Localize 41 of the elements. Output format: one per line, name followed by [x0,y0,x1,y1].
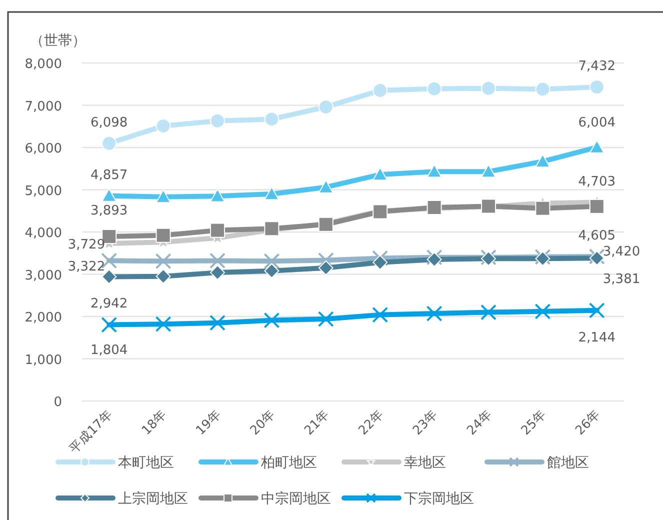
x-tick-label: 19年 [192,406,224,438]
y-tick-label: 6,000 [24,142,62,156]
data-label: 4,703 [578,174,616,190]
x-tick-label: 22年 [355,406,386,438]
data-label: 4,857 [90,168,128,183]
data-label: 6,004 [578,115,616,130]
legend-label: 館地区 [547,455,589,471]
y-tick-label: 5,000 [24,184,62,199]
x-tick-label: 平成17年 [66,406,116,456]
y-tick-label: 7,000 [24,99,62,114]
legend-label: 中宗岡地区 [261,491,331,507]
legend-label: 上宗岡地区 [118,491,188,507]
y-tick-label: 3,000 [24,268,62,284]
y-tick-label: 4,000 [24,226,62,241]
legend-label: 本町地区 [118,455,174,471]
data-label: 2,144 [578,330,616,346]
x-tick-label: 20年 [246,406,278,438]
legend-label: 幸地区 [404,455,446,471]
data-label: 4,605 [578,228,616,244]
x-tick-label: 18年 [138,406,170,438]
y-tick-label: 0 [54,395,62,410]
data-label: 6,098 [90,115,128,130]
x-tick-label: 21年 [300,406,332,438]
x-tick-label: 25年 [518,406,549,438]
data-label: 3,381 [602,272,640,288]
y-tick-label: 1,000 [24,352,62,368]
x-tick-label: 24年 [464,406,495,438]
data-label: 1,804 [90,342,128,358]
y-tick-label: 2,000 [24,310,62,326]
x-tick-label: 23年 [409,406,440,438]
y-tick-label: 8,000 [24,57,62,72]
data-label: 2,942 [90,296,128,312]
data-label: 3,729 [68,237,106,252]
data-label: 3,893 [90,204,128,219]
data-label: 3,322 [68,260,106,275]
legend-label: 下宗岡地区 [404,491,474,507]
legend-label: 柏町地区 [260,455,317,471]
data-label: 3,420 [602,244,640,260]
data-label: 7,432 [578,59,616,74]
x-tick-label: 26年 [572,406,604,438]
y-axis-title: （世帯） [30,33,86,49]
